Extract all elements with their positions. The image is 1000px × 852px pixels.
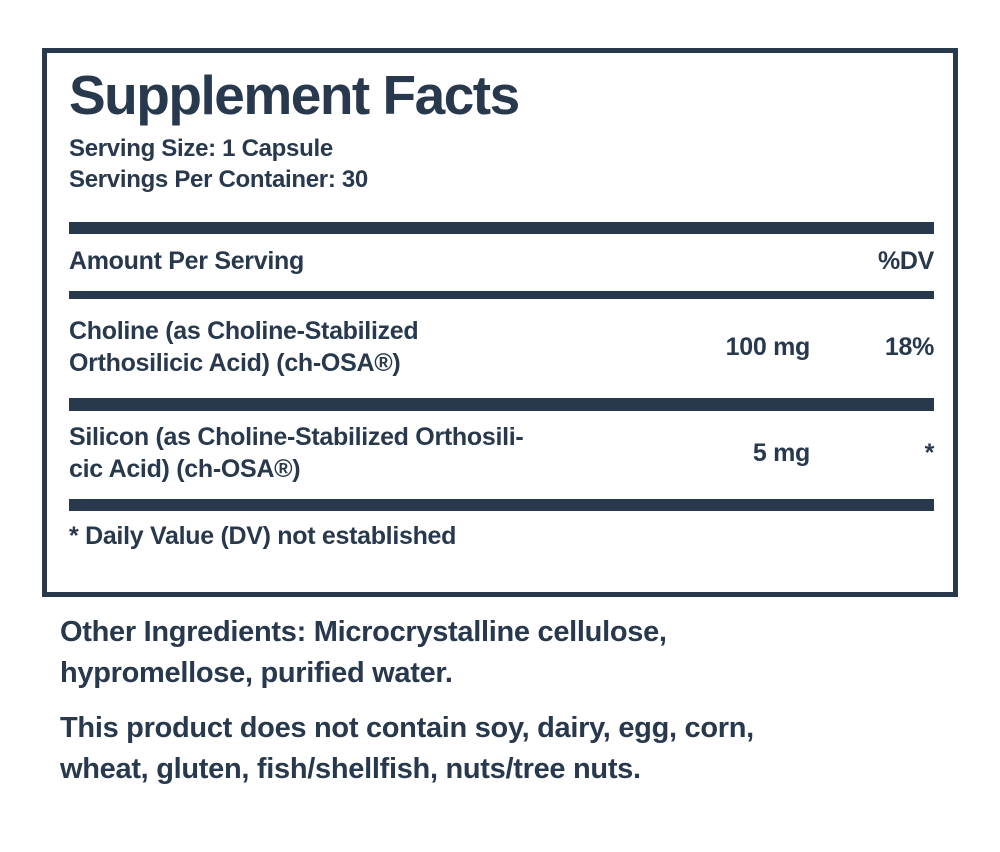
divider-bar-medium bbox=[69, 291, 934, 299]
serving-size: Serving Size: 1 Capsule bbox=[69, 135, 333, 162]
nutrient-name-line: cic Acid) (ch-OSA®) bbox=[69, 455, 301, 483]
other-ingredients-paragraph: Other Ingredients: Microcrystalline cell… bbox=[60, 612, 910, 694]
divider-bar-thick bbox=[69, 398, 934, 411]
allergen-line1: This product does not contain soy, dairy… bbox=[60, 712, 754, 744]
divider-bar-thick bbox=[69, 499, 934, 511]
dv-footnote: * Daily Value (DV) not established bbox=[69, 522, 457, 550]
serving-info: Serving Size: 1 Capsule Servings Per Con… bbox=[69, 133, 934, 195]
panel-title: Supplement Facts bbox=[69, 64, 520, 126]
nutrient-row-silicon: Silicon (as Choline-Stabilized Orthosili… bbox=[69, 421, 934, 485]
amount-per-serving-header: Amount Per Serving bbox=[69, 247, 304, 275]
other-ingredients-text: Microcrystalline cellulose, bbox=[305, 616, 667, 648]
nutrient-name: Silicon (as Choline-Stabilized Orthosili… bbox=[69, 421, 655, 485]
nutrient-name-line: Silicon (as Choline-Stabilized Orthosili… bbox=[69, 423, 524, 451]
other-ingredients-label: Other Ingredients: bbox=[60, 616, 306, 648]
nutrient-dv: * bbox=[924, 439, 935, 467]
nutrient-name: Choline (as Choline-Stabilized Orthosili… bbox=[69, 315, 655, 379]
percent-dv-header: %DV bbox=[877, 247, 934, 275]
allergen-line2: wheat, gluten, fish/shellfish, nuts/tree… bbox=[60, 753, 641, 785]
nutrient-name-line: Orthosilicic Acid) (ch-OSA®) bbox=[69, 349, 401, 377]
allergen-paragraph: This product does not contain soy, dairy… bbox=[60, 708, 910, 790]
nutrient-dv: 18% bbox=[884, 333, 934, 361]
servings-per-container: Servings Per Container: 30 bbox=[69, 166, 368, 193]
divider-bar-thick bbox=[69, 222, 934, 234]
nutrient-amount: 5 mg bbox=[752, 439, 810, 467]
other-ingredients-line2: hypromellose, purified water. bbox=[60, 657, 453, 689]
other-ingredients-line1: Other Ingredients: Microcrystalline cell… bbox=[60, 612, 910, 653]
label-notes: Other Ingredients: Microcrystalline cell… bbox=[60, 612, 910, 790]
nutrient-row-choline: Choline (as Choline-Stabilized Orthosili… bbox=[69, 315, 934, 379]
supplement-facts-panel: Supplement Facts Serving Size: 1 Capsule… bbox=[42, 48, 958, 597]
nutrient-name-line: Choline (as Choline-Stabilized bbox=[69, 317, 419, 345]
column-header-row: Amount Per Serving %DV bbox=[69, 246, 934, 276]
nutrient-amount: 100 mg bbox=[725, 333, 811, 361]
